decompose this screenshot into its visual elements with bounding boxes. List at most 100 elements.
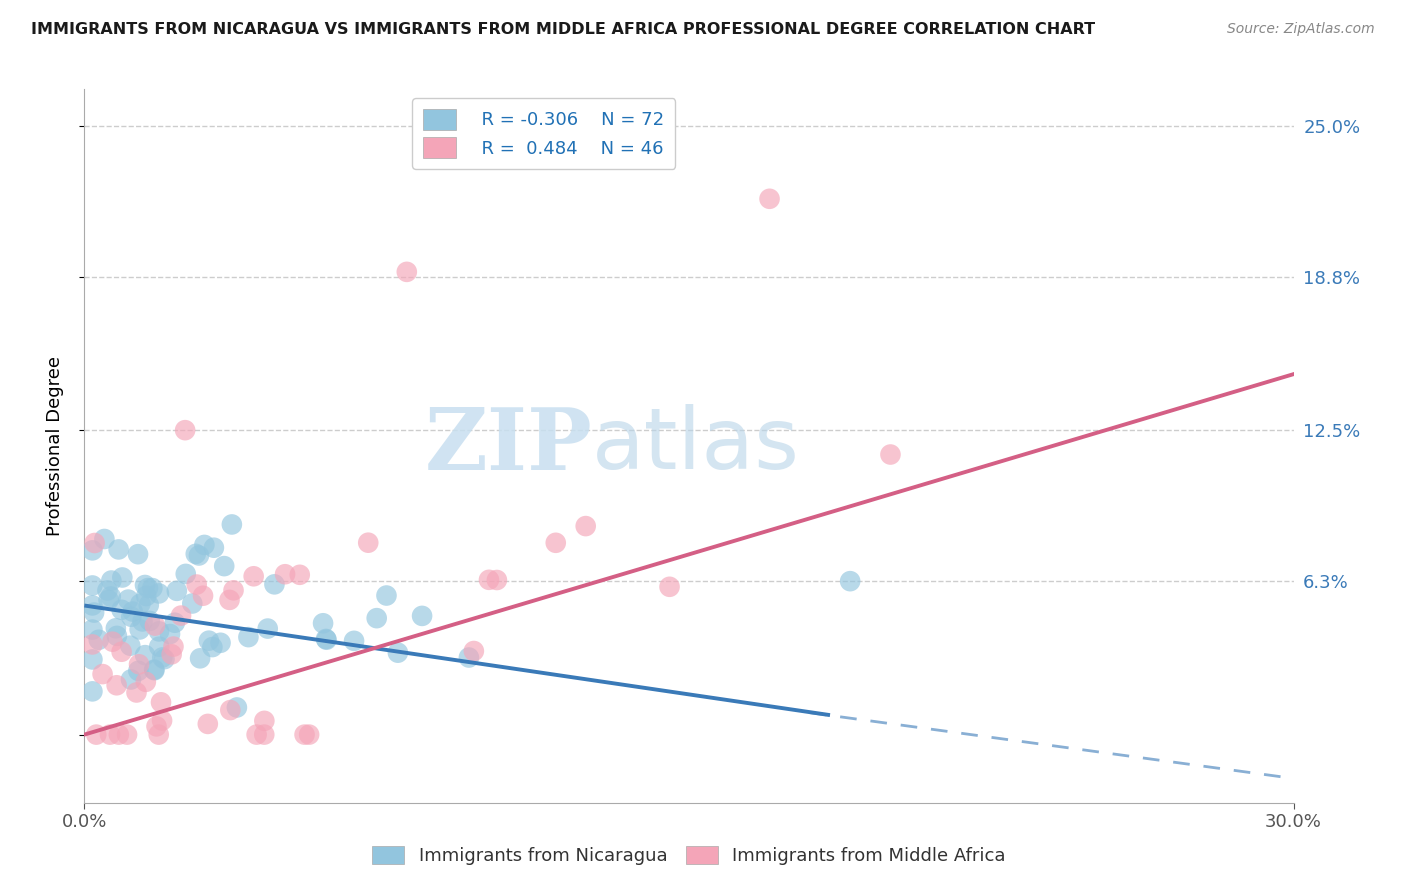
Point xyxy=(128,623,150,637)
Point xyxy=(82,684,104,698)
Point xyxy=(181,597,204,611)
Point xyxy=(274,567,297,582)
Point xyxy=(143,618,166,632)
Point xyxy=(242,569,264,583)
Point xyxy=(186,577,208,591)
Point xyxy=(107,542,129,557)
Point xyxy=(193,538,215,552)
Point xyxy=(198,633,221,648)
Point xyxy=(162,640,184,654)
Point xyxy=(315,632,337,646)
Point xyxy=(575,519,598,533)
Point xyxy=(108,728,131,742)
Point xyxy=(105,678,128,692)
Point xyxy=(209,636,232,650)
Point xyxy=(315,632,337,647)
Point xyxy=(138,598,160,612)
Point xyxy=(104,621,127,635)
Point xyxy=(298,728,321,742)
Point xyxy=(159,627,181,641)
Point xyxy=(98,728,121,742)
Point xyxy=(100,574,122,588)
Point xyxy=(141,581,163,595)
Point xyxy=(457,650,479,665)
Y-axis label: Professional Degree: Professional Degree xyxy=(45,356,63,536)
Point xyxy=(478,573,501,587)
Point xyxy=(225,700,247,714)
Point xyxy=(131,615,153,629)
Point xyxy=(93,532,115,546)
Point xyxy=(135,589,157,603)
Point xyxy=(253,714,276,728)
Point xyxy=(136,581,159,595)
Point xyxy=(218,593,240,607)
Point xyxy=(366,611,388,625)
Point xyxy=(96,583,118,598)
Point xyxy=(150,650,173,665)
Point xyxy=(197,717,219,731)
Text: IMMIGRANTS FROM NICARAGUA VS IMMIGRANTS FROM MIDDLE AFRICA PROFESSIONAL DEGREE C: IMMIGRANTS FROM NICARAGUA VS IMMIGRANTS … xyxy=(31,22,1095,37)
Point xyxy=(839,574,862,589)
Point xyxy=(82,578,104,592)
Point xyxy=(82,543,104,558)
Point xyxy=(375,589,398,603)
Point xyxy=(139,614,162,628)
Point xyxy=(82,623,104,637)
Point xyxy=(544,536,567,550)
Point xyxy=(170,608,193,623)
Point xyxy=(148,586,170,600)
Point xyxy=(222,583,245,598)
Point xyxy=(111,570,134,584)
Point xyxy=(82,652,104,666)
Point xyxy=(127,664,149,678)
Point xyxy=(174,566,197,581)
Point xyxy=(263,577,285,591)
Point xyxy=(221,517,243,532)
Point xyxy=(658,580,681,594)
Point xyxy=(187,549,209,563)
Point xyxy=(134,578,156,592)
Point xyxy=(256,622,278,636)
Point xyxy=(153,652,176,666)
Point xyxy=(357,535,380,549)
Point xyxy=(120,673,142,687)
Point xyxy=(288,567,311,582)
Point xyxy=(120,639,142,653)
Point xyxy=(120,609,142,624)
Point xyxy=(188,651,211,665)
Point xyxy=(110,645,132,659)
Point xyxy=(127,547,149,561)
Point xyxy=(294,728,316,742)
Point xyxy=(143,663,166,677)
Point xyxy=(246,728,269,742)
Point xyxy=(115,728,138,742)
Point xyxy=(129,597,152,611)
Point xyxy=(174,423,197,437)
Point xyxy=(91,667,114,681)
Point xyxy=(82,637,104,651)
Point xyxy=(105,629,128,643)
Legend: Immigrants from Nicaragua, Immigrants from Middle Africa: Immigrants from Nicaragua, Immigrants fr… xyxy=(364,838,1014,872)
Point xyxy=(148,624,170,639)
Point xyxy=(184,547,207,561)
Point xyxy=(212,559,235,574)
Point xyxy=(110,603,132,617)
Point xyxy=(463,644,485,658)
Point xyxy=(191,589,214,603)
Point xyxy=(128,657,150,672)
Point xyxy=(135,674,157,689)
Text: atlas: atlas xyxy=(592,404,800,488)
Point xyxy=(83,606,105,620)
Point xyxy=(219,703,242,717)
Text: ZIP: ZIP xyxy=(425,404,592,488)
Point xyxy=(150,695,173,709)
Point xyxy=(84,728,107,742)
Point xyxy=(125,685,148,699)
Point xyxy=(758,192,780,206)
Point xyxy=(312,616,335,631)
Text: Source: ZipAtlas.com: Source: ZipAtlas.com xyxy=(1227,22,1375,37)
Point xyxy=(395,265,418,279)
Point xyxy=(150,714,173,728)
Point xyxy=(160,648,183,662)
Point xyxy=(100,590,122,604)
